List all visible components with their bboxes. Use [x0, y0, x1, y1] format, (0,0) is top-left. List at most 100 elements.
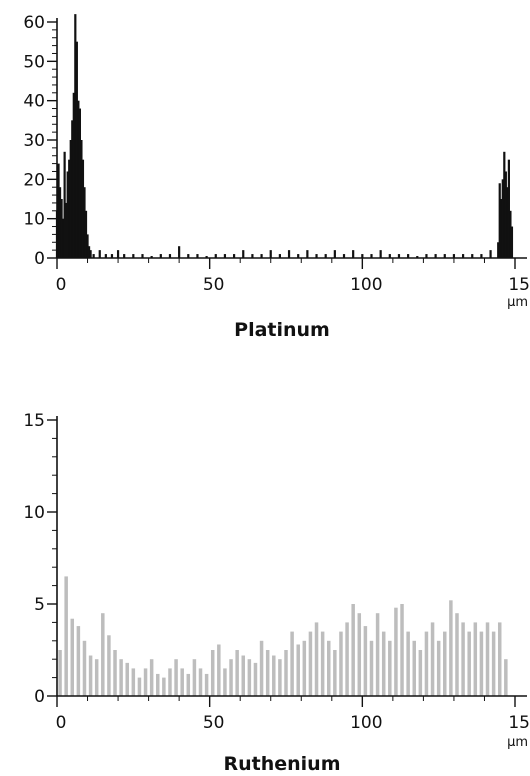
bar [443, 631, 447, 696]
bar [57, 163, 60, 258]
bar [388, 254, 391, 258]
bar [68, 159, 71, 258]
bar [143, 668, 148, 696]
bar [259, 640, 264, 696]
bar [455, 613, 459, 696]
y-tick-label: 0 [34, 249, 45, 269]
x-tick-label: 50 [203, 713, 225, 733]
bar [63, 151, 66, 258]
bar [64, 576, 68, 696]
bar [269, 250, 272, 258]
bar [210, 650, 215, 696]
bar [320, 631, 325, 696]
bar [81, 159, 85, 258]
y-tick-label: 50 [23, 52, 45, 72]
bar [214, 254, 217, 258]
bar [58, 650, 62, 696]
bar [89, 250, 92, 258]
x-tick-label: 0 [56, 275, 67, 295]
bar [65, 202, 68, 258]
bar [278, 254, 281, 258]
bar [424, 631, 429, 696]
bar [296, 644, 300, 696]
bar [196, 254, 199, 258]
bar [242, 250, 245, 258]
bar [324, 254, 327, 258]
bar [174, 659, 178, 696]
bar [418, 650, 423, 696]
bar [87, 246, 91, 258]
bar [198, 668, 203, 696]
y-tick-label: 20 [23, 170, 45, 190]
bar [473, 622, 478, 696]
bar [406, 631, 410, 696]
bar [461, 622, 465, 696]
bar [159, 254, 162, 258]
x-tick-label: 100 [350, 275, 382, 295]
bar [351, 604, 355, 696]
x-tick-label: 15 [508, 275, 530, 295]
bar [467, 631, 471, 696]
bar [290, 631, 294, 696]
bar [302, 640, 307, 696]
bar [69, 140, 72, 258]
x-axis-unit-label: µm [507, 295, 528, 310]
y-tick-label: 10 [23, 503, 45, 523]
bar [352, 250, 355, 258]
bar [232, 254, 236, 258]
bar [74, 14, 77, 258]
bar [485, 622, 490, 696]
bar [78, 108, 81, 258]
bar [62, 218, 65, 258]
bar [149, 659, 154, 696]
bar [132, 254, 135, 258]
ruthenium-histogram: 0 5 10 15 0 50 100 15 µm Ruthenium [23, 411, 530, 775]
bar [77, 100, 80, 258]
bar [314, 622, 319, 696]
bar [76, 626, 81, 696]
bar [509, 210, 512, 258]
bar [116, 250, 120, 258]
bar [119, 659, 123, 696]
bar [72, 92, 75, 258]
bar [180, 668, 184, 696]
y-tick-label: 15 [23, 411, 45, 431]
y-tick-label: 5 [34, 595, 45, 615]
bar [83, 187, 86, 258]
bar [452, 254, 456, 258]
bar [333, 650, 337, 696]
bar [156, 673, 160, 696]
bar [375, 613, 380, 696]
bar [178, 246, 181, 258]
bar [205, 256, 208, 258]
y-tick-label: 40 [23, 92, 45, 112]
bar [284, 650, 288, 696]
bar [125, 662, 129, 696]
bar [70, 618, 75, 696]
bar [113, 650, 117, 696]
bar [229, 659, 233, 696]
bar [92, 254, 95, 258]
bar [449, 600, 453, 696]
bar [342, 254, 346, 258]
bar [168, 254, 172, 258]
bar [241, 655, 245, 696]
bar [394, 607, 398, 696]
bar [506, 187, 509, 258]
bar [187, 254, 190, 258]
bar [272, 655, 276, 696]
bar [251, 254, 254, 258]
bar [80, 140, 83, 258]
bar [84, 210, 88, 258]
bar [407, 254, 410, 258]
bar [500, 199, 503, 258]
bar [137, 677, 142, 696]
bar [253, 662, 258, 696]
bar [327, 640, 331, 696]
bar [510, 226, 514, 258]
x-tick-label: 0 [56, 713, 67, 733]
bar [278, 659, 282, 696]
bar [107, 635, 111, 696]
bar [297, 254, 300, 258]
